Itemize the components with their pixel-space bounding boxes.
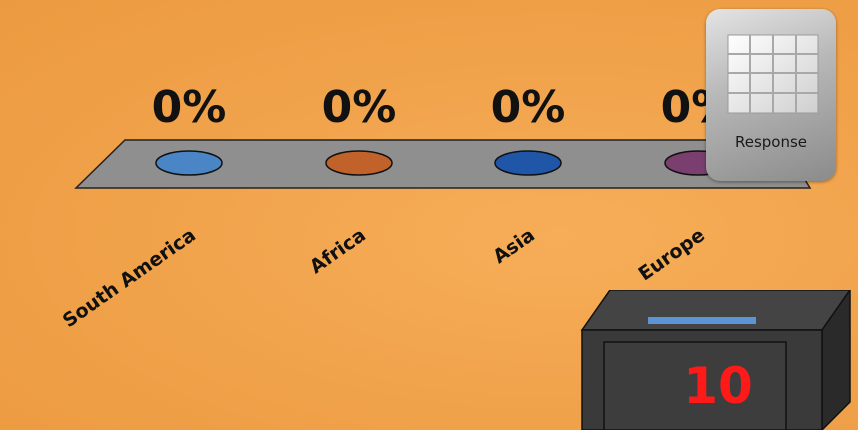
- value-label: 0%: [152, 82, 227, 133]
- countdown-frame: [580, 287, 852, 430]
- response-button[interactable]: Response: [706, 9, 836, 181]
- bar-marker-africa: [325, 150, 393, 176]
- bar-marker-asia: [494, 150, 562, 176]
- category-label: Europe: [634, 224, 708, 285]
- countdown-timer: 10: [580, 287, 858, 430]
- category-label: Asia: [489, 224, 539, 268]
- bar-marker-south-america: [155, 150, 223, 176]
- category-label: South America: [59, 224, 200, 332]
- chart-platform: [74, 139, 812, 189]
- grid-icon: [727, 34, 819, 114]
- category-label: Africa: [306, 224, 370, 278]
- value-label: 0%: [322, 82, 397, 133]
- value-label: 0%: [491, 82, 566, 133]
- response-label: Response: [734, 133, 808, 151]
- countdown-value: 10: [683, 357, 753, 415]
